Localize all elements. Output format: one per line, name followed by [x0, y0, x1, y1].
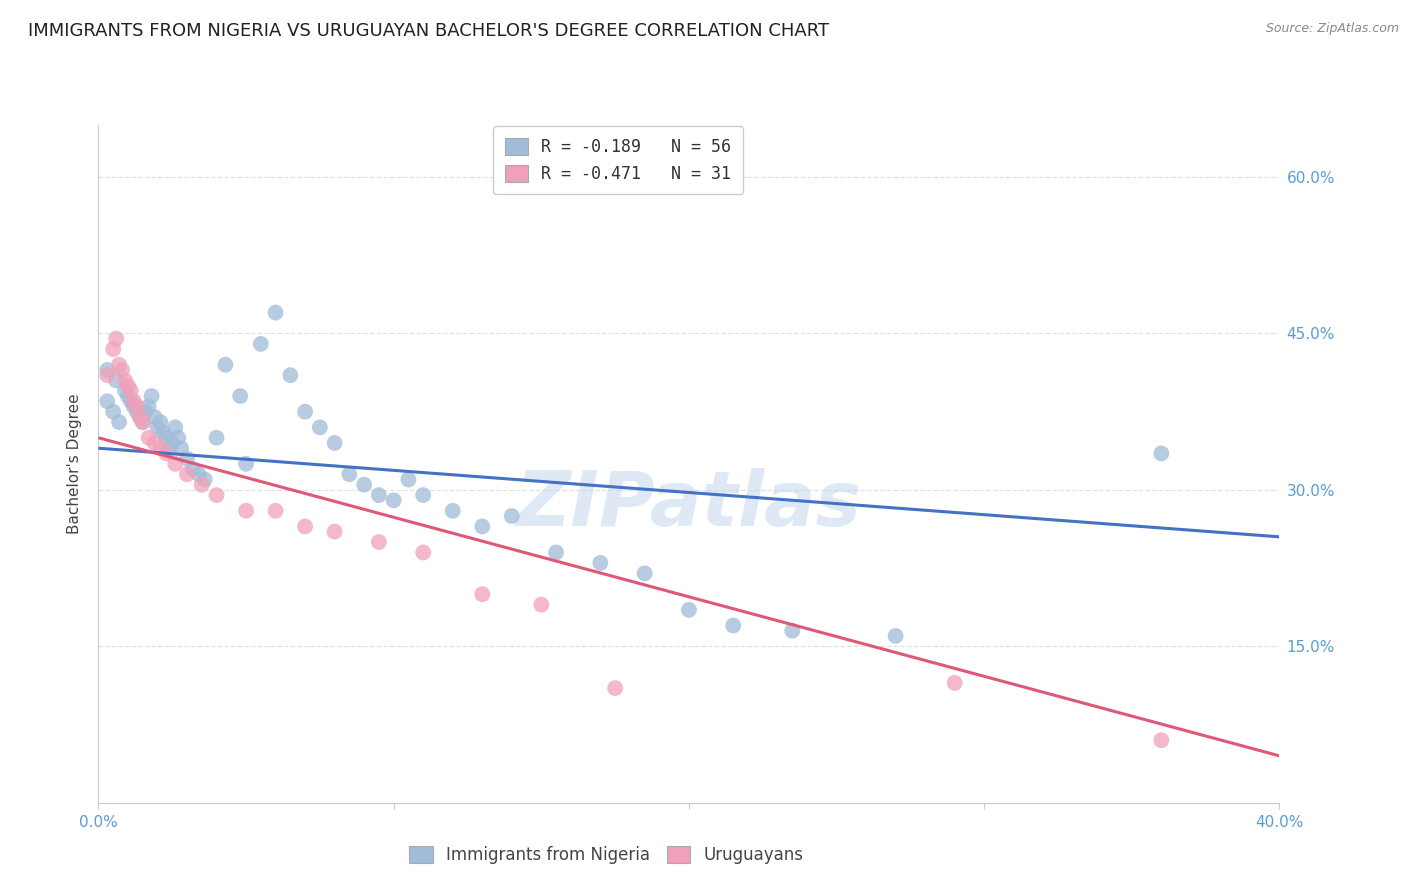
Point: [294, 405, 316, 419]
Point: [187, 467, 209, 482]
Point: [339, 467, 360, 482]
Point: [264, 504, 287, 518]
Point: [884, 629, 907, 643]
Point: [546, 545, 568, 559]
Point: [441, 504, 464, 518]
Point: [530, 598, 553, 612]
Point: [152, 425, 174, 440]
Point: [111, 363, 134, 377]
Point: [170, 441, 193, 455]
Point: [149, 415, 172, 429]
Point: [167, 431, 190, 445]
Point: [117, 389, 139, 403]
Point: [135, 405, 157, 419]
Point: [205, 488, 228, 502]
Point: [368, 535, 391, 549]
Point: [138, 400, 160, 414]
Point: [149, 441, 172, 455]
Point: [162, 436, 183, 450]
Text: ZIPatlas: ZIPatlas: [516, 467, 862, 541]
Point: [138, 431, 160, 445]
Point: [723, 618, 745, 632]
Point: [122, 400, 145, 414]
Point: [176, 467, 198, 482]
Point: [205, 431, 228, 445]
Point: [678, 603, 700, 617]
Point: [309, 420, 332, 434]
Point: [382, 493, 405, 508]
Point: [114, 384, 136, 398]
Point: [396, 473, 419, 487]
Point: [176, 451, 198, 466]
Text: Source: ZipAtlas.com: Source: ZipAtlas.com: [1265, 22, 1399, 36]
Point: [412, 488, 434, 502]
Point: [264, 305, 287, 319]
Point: [132, 415, 155, 429]
Point: [589, 556, 612, 570]
Point: [191, 477, 214, 491]
Point: [165, 420, 187, 434]
Point: [108, 415, 131, 429]
Point: [235, 504, 257, 518]
Point: [108, 358, 131, 372]
Point: [471, 519, 494, 533]
Point: [368, 488, 391, 502]
Point: [117, 378, 139, 392]
Point: [165, 457, 187, 471]
Point: [194, 473, 217, 487]
Point: [181, 462, 204, 476]
Point: [294, 519, 316, 533]
Point: [96, 368, 118, 383]
Point: [103, 405, 125, 419]
Point: [157, 441, 180, 455]
Point: [1150, 733, 1173, 747]
Point: [155, 446, 177, 460]
Point: [103, 342, 125, 356]
Point: [229, 389, 252, 403]
Point: [323, 524, 346, 539]
Point: [155, 431, 177, 445]
Point: [214, 358, 236, 372]
Point: [143, 409, 166, 424]
Point: [128, 409, 150, 424]
Point: [120, 384, 142, 398]
Point: [323, 436, 346, 450]
Point: [143, 436, 166, 450]
Text: IMMIGRANTS FROM NIGERIA VS URUGUAYAN BACHELOR'S DEGREE CORRELATION CHART: IMMIGRANTS FROM NIGERIA VS URUGUAYAN BAC…: [28, 22, 830, 40]
Point: [471, 587, 494, 601]
Point: [250, 337, 273, 351]
Point: [278, 368, 302, 383]
Point: [105, 373, 128, 387]
Point: [943, 676, 966, 690]
Legend: Immigrants from Nigeria, Uruguayans: Immigrants from Nigeria, Uruguayans: [401, 838, 811, 872]
Point: [128, 409, 150, 424]
Point: [122, 394, 145, 409]
Point: [125, 405, 148, 419]
Point: [412, 545, 434, 559]
Point: [235, 457, 257, 471]
Point: [146, 420, 169, 434]
Point: [114, 373, 136, 387]
Point: [501, 508, 523, 523]
Point: [105, 332, 128, 346]
Point: [141, 389, 163, 403]
Y-axis label: Bachelor's Degree: Bachelor's Degree: [67, 393, 83, 534]
Point: [125, 400, 148, 414]
Point: [96, 394, 118, 409]
Point: [605, 681, 627, 695]
Point: [1150, 446, 1173, 460]
Point: [782, 624, 804, 638]
Point: [120, 394, 142, 409]
Point: [633, 566, 655, 581]
Point: [353, 477, 375, 491]
Point: [132, 415, 155, 429]
Point: [96, 363, 118, 377]
